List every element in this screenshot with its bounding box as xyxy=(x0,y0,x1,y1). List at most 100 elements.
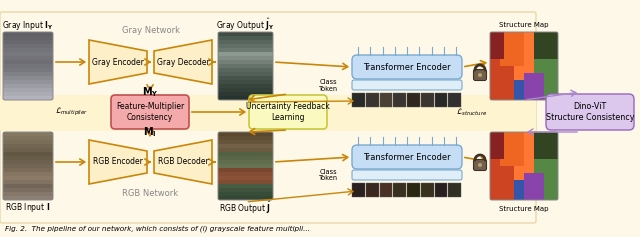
Bar xyxy=(393,93,406,107)
Text: RGB Output $\hat{\mathbf{J}}$: RGB Output $\hat{\mathbf{J}}$ xyxy=(219,200,272,216)
Bar xyxy=(3,172,53,176)
Circle shape xyxy=(478,163,482,167)
FancyBboxPatch shape xyxy=(474,69,486,81)
Text: RGB Decoder: RGB Decoder xyxy=(157,158,209,167)
Bar xyxy=(448,183,461,197)
Bar xyxy=(218,55,273,60)
Text: Gray Output $\hat{\mathbf{J}}_\mathbf{Y}$: Gray Output $\hat{\mathbf{J}}_\mathbf{Y}… xyxy=(216,17,275,33)
Bar xyxy=(500,32,524,66)
Bar xyxy=(365,93,378,107)
Bar xyxy=(3,168,53,172)
FancyBboxPatch shape xyxy=(0,95,536,131)
Text: Uncertainty Feedback
Learning: Uncertainty Feedback Learning xyxy=(246,102,330,122)
Bar xyxy=(218,183,273,188)
Text: $\mathcal{L}_{structure}$: $\mathcal{L}_{structure}$ xyxy=(456,106,488,118)
Bar xyxy=(218,168,273,172)
Circle shape xyxy=(478,73,482,77)
FancyBboxPatch shape xyxy=(249,95,327,129)
Bar xyxy=(218,132,273,136)
Bar xyxy=(3,59,53,64)
Bar xyxy=(218,36,273,40)
Bar xyxy=(3,96,53,100)
Bar xyxy=(500,132,524,166)
Bar xyxy=(218,72,273,76)
Bar xyxy=(218,151,273,156)
Bar xyxy=(218,196,273,200)
FancyBboxPatch shape xyxy=(474,160,486,170)
Bar xyxy=(420,93,433,107)
Bar xyxy=(3,143,53,148)
Bar xyxy=(490,132,504,159)
Bar xyxy=(534,59,558,100)
Bar xyxy=(3,40,53,44)
FancyBboxPatch shape xyxy=(352,170,462,180)
Bar xyxy=(218,76,273,80)
Bar xyxy=(3,151,53,156)
Bar xyxy=(3,55,53,60)
Bar xyxy=(218,87,273,92)
Text: Gray Input $\mathbf{I_Y}$: Gray Input $\mathbf{I_Y}$ xyxy=(2,18,54,32)
Text: Gray Decoder: Gray Decoder xyxy=(157,58,209,67)
Bar xyxy=(3,72,53,76)
Bar xyxy=(380,183,392,197)
Bar xyxy=(3,132,53,136)
Bar xyxy=(534,32,558,59)
Bar xyxy=(218,79,273,84)
Bar xyxy=(218,83,273,88)
Bar xyxy=(3,51,53,56)
Bar xyxy=(3,136,53,140)
Bar xyxy=(3,83,53,88)
Bar xyxy=(514,132,534,180)
Bar xyxy=(420,183,433,197)
Bar xyxy=(3,160,53,164)
Polygon shape xyxy=(89,40,147,84)
Bar xyxy=(218,96,273,100)
Bar xyxy=(3,196,53,200)
Bar xyxy=(218,91,273,96)
Polygon shape xyxy=(89,140,147,184)
Bar xyxy=(3,87,53,92)
Bar xyxy=(218,59,273,64)
FancyBboxPatch shape xyxy=(352,145,462,169)
Bar xyxy=(380,93,392,107)
Bar xyxy=(407,93,420,107)
FancyBboxPatch shape xyxy=(546,94,634,130)
Bar xyxy=(3,91,53,96)
Bar xyxy=(218,179,273,184)
Text: Dino-ViT
Structure Consistency: Dino-ViT Structure Consistency xyxy=(546,102,634,122)
Bar xyxy=(218,164,273,168)
Bar xyxy=(3,79,53,84)
FancyBboxPatch shape xyxy=(352,55,462,79)
Bar xyxy=(352,183,365,197)
Bar xyxy=(218,40,273,44)
Text: $\mathbf{M_Y}$: $\mathbf{M_Y}$ xyxy=(141,85,158,99)
Bar xyxy=(407,183,420,197)
Bar xyxy=(218,191,273,196)
Polygon shape xyxy=(154,140,212,184)
Bar xyxy=(218,176,273,180)
Text: Class
Token: Class Token xyxy=(319,78,338,91)
Bar xyxy=(3,36,53,40)
Bar xyxy=(3,164,53,168)
Text: Transformer Encoder: Transformer Encoder xyxy=(363,63,451,72)
Bar xyxy=(218,187,273,192)
Bar xyxy=(435,93,447,107)
Bar xyxy=(534,132,558,159)
Bar xyxy=(514,32,534,80)
Bar xyxy=(524,73,545,100)
Bar xyxy=(514,180,534,200)
Polygon shape xyxy=(154,40,212,84)
FancyBboxPatch shape xyxy=(0,12,536,223)
Text: RGB Encoder: RGB Encoder xyxy=(93,158,143,167)
Text: Structure Map: Structure Map xyxy=(499,22,548,28)
Bar xyxy=(218,143,273,148)
Bar xyxy=(3,187,53,192)
Text: RGB Network: RGB Network xyxy=(122,190,179,199)
Bar xyxy=(3,140,53,144)
Bar xyxy=(448,93,461,107)
Bar xyxy=(393,183,406,197)
Bar xyxy=(218,64,273,68)
Bar xyxy=(218,160,273,164)
Bar xyxy=(3,32,53,36)
Bar xyxy=(3,68,53,72)
